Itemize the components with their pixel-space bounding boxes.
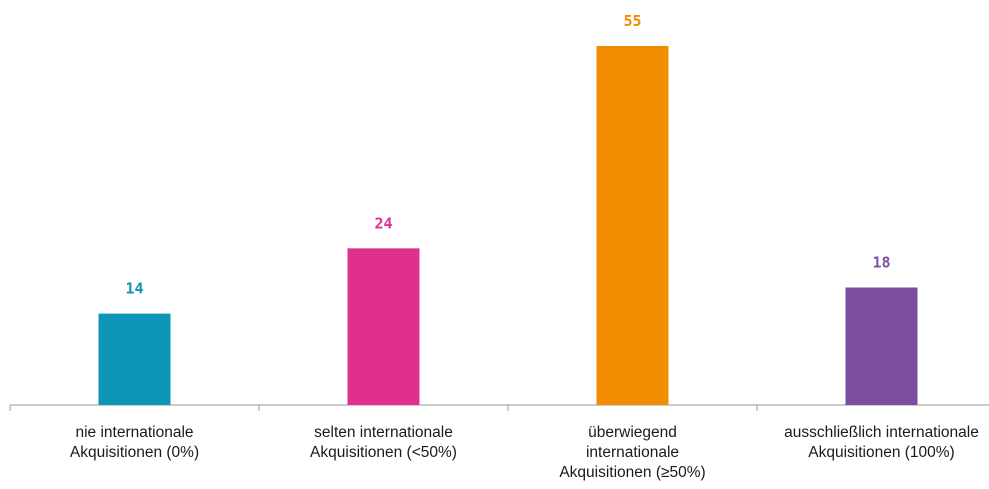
data-label: 55 bbox=[623, 12, 641, 30]
bar bbox=[845, 287, 918, 405]
category-label: überwiegend internationale Akquisitionen (… bbox=[559, 424, 705, 481]
x-axis bbox=[9, 404, 989, 411]
category-label: nie internationale Akquisitionen (0%) bbox=[70, 424, 199, 461]
category-label: selten internationale Akquisitionen (<50%… bbox=[310, 424, 457, 461]
bar bbox=[596, 46, 669, 405]
data-label: 24 bbox=[374, 214, 392, 232]
bar bbox=[98, 313, 171, 405]
data-label: 18 bbox=[872, 254, 890, 272]
data-labels: 14 24 55 18 bbox=[125, 12, 890, 298]
bars bbox=[98, 46, 918, 405]
bar bbox=[347, 248, 420, 405]
category-labels: nie internationale Akquisitionen (0%) selt… bbox=[70, 424, 979, 481]
data-label: 14 bbox=[125, 280, 143, 298]
category-label: ausschließlich internationale Akquisition… bbox=[784, 424, 979, 461]
